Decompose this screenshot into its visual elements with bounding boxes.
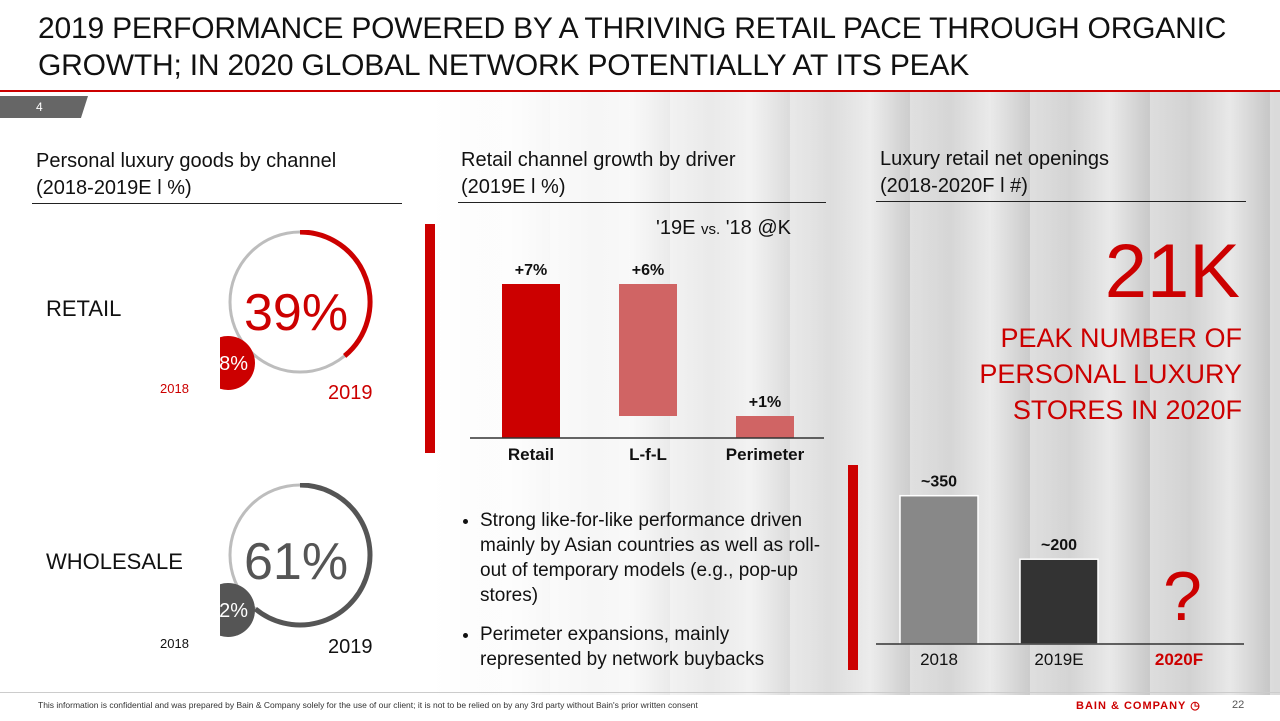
- brand-name: BAIN & COMPANY: [1076, 700, 1187, 712]
- peak-text: PEAK NUMBER OF PERSONAL LUXURY STORES IN…: [900, 320, 1242, 428]
- waterfall-category-label: Retail: [508, 445, 554, 464]
- waterfall-bar-retail: [502, 284, 560, 438]
- section1-rule: [32, 203, 402, 204]
- question-mark: ?: [1163, 557, 1202, 635]
- retail-donut-arc: [299, 230, 373, 358]
- peak-line-3: STORES IN 2020F: [1012, 395, 1242, 425]
- openings-category-label: 2020F: [1155, 650, 1203, 669]
- section3-accent-bar: [848, 465, 858, 670]
- waterfall-category-label: L-f-L: [629, 445, 667, 464]
- retail-prev-bubble: [220, 336, 255, 390]
- section3-title-line1: Luxury retail net openings: [880, 148, 1110, 170]
- retail-current-value: 39%: [244, 284, 349, 342]
- wholesale-prev-bubble: [220, 583, 255, 637]
- section2-accent-bar: [425, 224, 435, 453]
- retail-donut: 38%: [220, 230, 373, 390]
- section3-rule: [876, 201, 1246, 202]
- openings-bar-2018: [899, 494, 979, 645]
- waterfall-bar-lfl: [619, 284, 677, 416]
- section2-title-line1: Retail channel growth by driver: [461, 149, 736, 171]
- waterfall-value-label: +1%: [749, 394, 781, 411]
- retail-prev-year: 2018: [160, 381, 189, 396]
- peak-line-2: PERSONAL LUXURY: [979, 359, 1242, 389]
- section2-subtitle: '19E vs. '18 @K: [656, 217, 791, 240]
- peak-line-1: PEAK NUMBER OF: [1000, 323, 1242, 353]
- big-stat: 21K: [1104, 229, 1240, 314]
- growth-waterfall-chart: +7% Retail +6% L-f-L +1% Perimeter: [470, 262, 824, 464]
- page-title: 2019 PERFORMANCE POWERED BY A THRIVING R…: [38, 12, 1227, 82]
- wholesale-current-year: 2019: [328, 636, 373, 658]
- waterfall-category-label: Perimeter: [726, 445, 805, 464]
- subtitle-b: '18 @K: [720, 217, 791, 239]
- net-openings-chart: ~350 2018 ~200 2019E 2020F: [876, 474, 1244, 669]
- wholesale-prev-year: 2018: [160, 636, 189, 651]
- retail-current-year: 2019: [328, 382, 373, 404]
- section3-title-line2: (2018-2020F l #): [880, 175, 1028, 197]
- section3-title: Luxury retail net openings (2018-2020F l…: [880, 146, 1109, 200]
- wholesale-prev-value: 62%: [220, 600, 248, 622]
- bullet-item-1: Strong like-for-like performance driven …: [480, 508, 830, 608]
- waterfall-value-label: +6%: [632, 262, 664, 279]
- brand-clock-icon: ◷: [1190, 700, 1201, 712]
- waterfall-value-label: +7%: [515, 262, 547, 279]
- subtitle-vs: vs.: [700, 221, 721, 238]
- openings-bar-2019e: [1019, 558, 1099, 645]
- openings-value-label: ~200: [1041, 537, 1077, 554]
- section1-title-line1: Personal luxury goods by channel: [36, 150, 337, 172]
- title-rule: [0, 90, 1280, 92]
- openings-category-label: 2018: [920, 650, 958, 669]
- section2-title: Retail channel growth by driver (2019E l…: [461, 147, 736, 201]
- retail-prev-value: 38%: [220, 353, 248, 375]
- section2-rule: [458, 202, 826, 203]
- section1-title: Personal luxury goods by channel (2018-2…: [36, 148, 336, 202]
- section2-title-line2: (2019E l %): [461, 176, 566, 198]
- subtitle-a: '19E: [656, 217, 701, 239]
- wholesale-current-value: 61%: [244, 533, 349, 591]
- page-number: 22: [1232, 699, 1245, 711]
- footer-disclaimer: This information is confidential and was…: [38, 700, 698, 710]
- wholesale-label: WHOLESALE: [46, 549, 183, 574]
- bullet-list: Strong like-for-like performance driven …: [460, 508, 830, 686]
- openings-value-label: ~350: [921, 474, 957, 491]
- waterfall-bar-perimeter: [736, 416, 794, 438]
- wholesale-donut: 62%: [220, 483, 373, 637]
- retail-label: RETAIL: [46, 296, 122, 321]
- footer-rule: [0, 692, 1280, 693]
- wholesale-donut-arc: [253, 483, 373, 628]
- brand-logo: BAIN & COMPANY ◷: [1076, 699, 1201, 712]
- page-tab: 4: [0, 96, 88, 118]
- bullet-item-2: Perimeter expansions, mainly represented…: [480, 622, 830, 672]
- openings-category-label: 2019E: [1034, 650, 1083, 669]
- section1-title-line2: (2018-2019E l %): [36, 177, 192, 199]
